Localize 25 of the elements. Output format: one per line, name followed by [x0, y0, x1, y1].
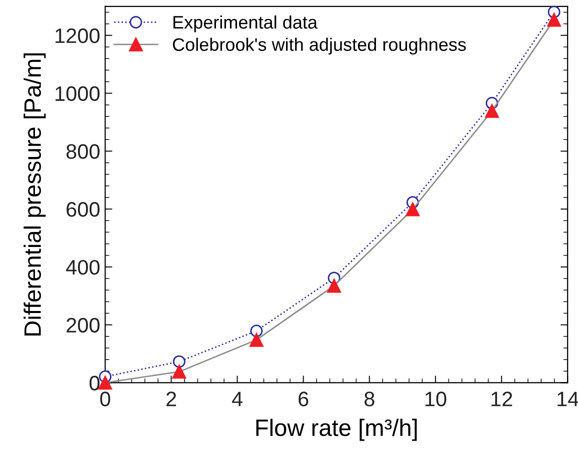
- x-tick-label: 10: [425, 392, 446, 406]
- x-tick-label: 8: [364, 392, 374, 406]
- y-tick-label: 800: [66, 144, 100, 159]
- point: [485, 104, 499, 118]
- x-tick-label: 6: [298, 392, 308, 406]
- point: [172, 364, 186, 379]
- x-axis-title: Flow rate [m³/h]: [256, 418, 417, 441]
- point: [172, 355, 186, 368]
- point: [406, 202, 420, 216]
- y-tick-label: 200: [66, 318, 100, 333]
- x-tick-label: 12: [492, 392, 512, 406]
- point: [250, 332, 264, 347]
- x-tick-label: 0: [100, 392, 110, 406]
- point: [547, 12, 561, 27]
- y-tick-label: 0: [90, 376, 100, 390]
- point: [327, 278, 342, 293]
- y-tick-label: 1000: [56, 86, 100, 102]
- legend-label: Experimental data: [173, 15, 318, 32]
- y-axis-title: Differential pressure [Pa/m]: [24, 53, 46, 336]
- y-tick-label: 600: [66, 202, 100, 217]
- x-tick-label: 2: [166, 392, 176, 406]
- y-tick-label: 400: [66, 260, 100, 275]
- x-tick-label: 4: [232, 392, 242, 406]
- legend-label: Colebrook's with adjusted roughness: [172, 38, 466, 55]
- y-tick-label: 1200: [56, 28, 100, 44]
